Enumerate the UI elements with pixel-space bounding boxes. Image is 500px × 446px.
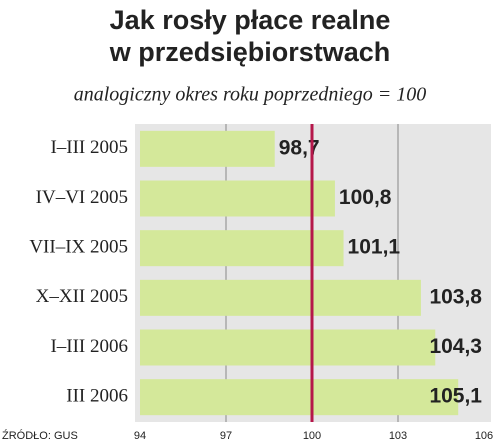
bar <box>140 329 436 366</box>
bar <box>140 180 335 217</box>
y-tick-label: VII–IX 2005 <box>29 237 128 258</box>
x-tick-label: 106 <box>475 430 493 442</box>
source: ŹRÓDŁO: GUS <box>2 429 78 442</box>
y-tick-label: I–III 2006 <box>50 336 128 357</box>
data-label: 100,8 <box>339 186 392 209</box>
y-tick-label: I–III 2005 <box>50 137 128 158</box>
y-tick-label: IV–VI 2005 <box>36 187 128 208</box>
bar <box>140 230 344 267</box>
x-tick-label: 103 <box>389 430 407 442</box>
bar <box>140 130 275 167</box>
chart-subtitle: analogiczny okres roku poprzedniego = 10… <box>74 84 427 106</box>
x-tick-label: 97 <box>220 430 232 442</box>
data-label: 101,1 <box>348 236 401 259</box>
data-label: 104,3 <box>429 335 482 358</box>
bar <box>140 279 421 316</box>
data-label: 105,1 <box>429 385 482 408</box>
data-label: 103,8 <box>429 285 482 308</box>
y-tick-label: X–XII 2005 <box>36 286 128 307</box>
y-tick-label: III 2006 <box>66 386 128 407</box>
chart-title: Jak rosły płace realne w przedsiębiorstwa… <box>109 5 391 67</box>
bar <box>140 379 459 416</box>
data-label: 98,7 <box>279 136 320 159</box>
x-tick-label: 94 <box>134 430 146 442</box>
x-tick-label: 100 <box>303 430 321 442</box>
